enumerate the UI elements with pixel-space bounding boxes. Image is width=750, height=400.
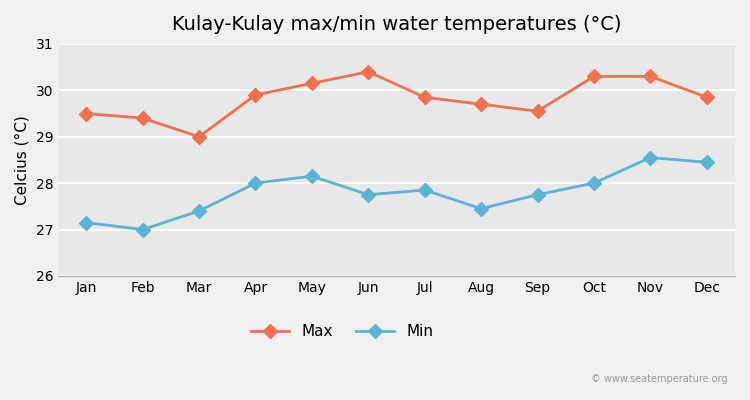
Max — [646, 74, 655, 79]
Max — [194, 134, 203, 139]
Min — [533, 192, 542, 197]
Max — [82, 111, 91, 116]
Max — [251, 92, 260, 97]
Max — [308, 81, 316, 86]
Max — [702, 95, 711, 100]
Min — [420, 188, 429, 192]
Min — [194, 208, 203, 213]
Max — [420, 95, 429, 100]
Legend: Max, Min: Max, Min — [245, 318, 440, 346]
Line: Min: Min — [82, 153, 712, 234]
Min — [82, 220, 91, 225]
Min — [477, 206, 486, 211]
Max — [533, 109, 542, 114]
Title: Kulay-Kulay max/min water temperatures (°C): Kulay-Kulay max/min water temperatures (… — [172, 15, 621, 34]
Min — [251, 181, 260, 186]
Max — [590, 74, 598, 79]
Text: © www.seatemperature.org: © www.seatemperature.org — [591, 374, 728, 384]
Max — [477, 102, 486, 107]
Max — [364, 69, 373, 74]
Min — [364, 192, 373, 197]
Y-axis label: Celcius (°C): Celcius (°C) — [15, 115, 30, 205]
Min — [308, 174, 316, 178]
Min — [702, 160, 711, 165]
Min — [138, 227, 147, 232]
Min — [646, 155, 655, 160]
Min — [590, 181, 598, 186]
Line: Max: Max — [82, 67, 712, 142]
Max — [138, 116, 147, 120]
